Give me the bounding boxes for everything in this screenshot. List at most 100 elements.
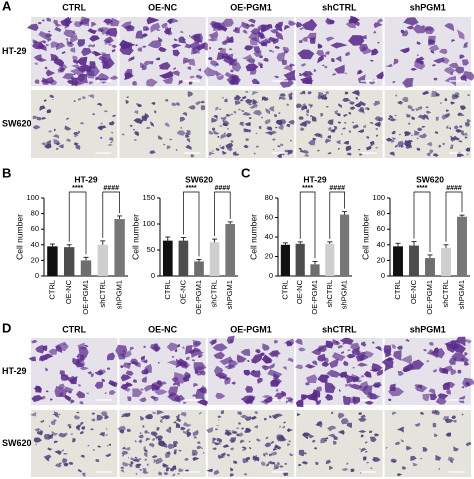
cell-blob bbox=[345, 51, 351, 57]
cell-blob bbox=[220, 410, 225, 414]
cell-blob bbox=[187, 66, 192, 70]
cell-blob bbox=[388, 387, 405, 397]
cell-blob bbox=[348, 111, 352, 115]
x-tick-label: OE-NC bbox=[295, 279, 304, 304]
cell-blob bbox=[127, 396, 132, 402]
y-tick-label: 100 bbox=[372, 193, 385, 202]
cell-blob bbox=[385, 357, 395, 362]
cell-blob bbox=[350, 468, 355, 472]
cell-blob bbox=[423, 348, 427, 352]
cell-blob bbox=[218, 442, 221, 445]
cell-blob bbox=[433, 77, 438, 81]
cell-blob bbox=[125, 370, 134, 376]
cell-blob bbox=[137, 47, 143, 52]
bar bbox=[393, 246, 403, 276]
micrograph bbox=[296, 410, 383, 477]
cell-blob bbox=[411, 107, 415, 112]
cell-blob bbox=[174, 449, 177, 454]
cell-blob bbox=[193, 436, 197, 439]
cell-blob bbox=[242, 54, 253, 61]
cell-blob bbox=[107, 352, 116, 361]
cell-blob bbox=[321, 361, 330, 367]
cell-blob bbox=[457, 112, 461, 116]
cell-blob bbox=[54, 26, 62, 32]
x-tick-label: OE-NC bbox=[409, 279, 418, 304]
cell-blob bbox=[336, 139, 341, 145]
cell-blob bbox=[230, 140, 234, 143]
cell-blob bbox=[279, 425, 281, 428]
cell-blob bbox=[146, 17, 160, 25]
cell-blob bbox=[174, 372, 188, 384]
cell-blob bbox=[411, 116, 416, 120]
cell-blob bbox=[60, 374, 71, 381]
x-tick-label: OE-PGM1 bbox=[425, 280, 434, 315]
cell-blob bbox=[145, 437, 151, 442]
cell-blob bbox=[138, 439, 143, 444]
cell-blob bbox=[394, 114, 397, 117]
cell-blob bbox=[315, 386, 322, 392]
cell-blob bbox=[362, 341, 366, 344]
cell-blob bbox=[182, 57, 191, 65]
cell-blob bbox=[466, 153, 469, 156]
cell-blob bbox=[278, 124, 284, 131]
cell-blob bbox=[30, 339, 38, 344]
micrograph bbox=[384, 409, 472, 477]
cell-blob bbox=[150, 343, 161, 353]
cell-blob bbox=[80, 63, 92, 73]
cell-blob bbox=[193, 362, 207, 371]
cell-blob bbox=[388, 117, 391, 120]
micrograph bbox=[207, 90, 295, 158]
cell-blob bbox=[301, 394, 307, 400]
cell-blob bbox=[218, 419, 220, 421]
cell-blob bbox=[173, 421, 177, 424]
column-header: CTRL bbox=[62, 2, 86, 12]
cell-blob bbox=[58, 383, 65, 389]
cell-blob bbox=[438, 367, 446, 374]
cell-blob bbox=[31, 395, 43, 402]
micrograph bbox=[384, 90, 471, 158]
cell-blob bbox=[434, 409, 440, 416]
cell-blob bbox=[216, 74, 224, 81]
cell-blob bbox=[304, 77, 314, 84]
cell-blob bbox=[403, 17, 419, 26]
x-tick-label: CTRL bbox=[163, 280, 172, 300]
cell-blob bbox=[275, 31, 284, 40]
cell-blob bbox=[77, 468, 82, 473]
cell-blob bbox=[295, 103, 302, 109]
cell-blob bbox=[304, 154, 309, 157]
cell-blob bbox=[105, 453, 112, 458]
cell-blob bbox=[73, 131, 80, 135]
cell-blob bbox=[188, 105, 196, 110]
cell-blob bbox=[106, 367, 111, 370]
cell-blob bbox=[104, 415, 109, 420]
micrograph bbox=[30, 410, 118, 478]
cell-blob bbox=[328, 465, 334, 470]
cell-blob bbox=[326, 369, 341, 378]
cell-blob bbox=[168, 426, 172, 429]
cell-blob bbox=[192, 394, 197, 397]
cell-blob bbox=[312, 439, 316, 443]
cell-blob bbox=[241, 446, 247, 450]
cell-blob bbox=[211, 117, 219, 123]
cell-blob bbox=[36, 430, 43, 436]
cell-blob bbox=[72, 73, 76, 75]
cell-blob bbox=[285, 397, 294, 404]
cell-blob bbox=[250, 370, 261, 378]
chart-title: SW620 bbox=[416, 174, 444, 184]
x-tick-label: OE-NC bbox=[64, 279, 73, 304]
cell-blob bbox=[373, 22, 383, 29]
cell-blob bbox=[248, 32, 261, 44]
cell-blob bbox=[195, 387, 205, 399]
cell-blob bbox=[337, 148, 340, 151]
cell-blob bbox=[109, 75, 119, 80]
cell-blob bbox=[69, 65, 86, 77]
cell-blob bbox=[153, 458, 158, 464]
cell-blob bbox=[119, 350, 132, 359]
cell-blob bbox=[52, 134, 59, 139]
cell-blob bbox=[324, 65, 328, 69]
cell-blob bbox=[360, 414, 366, 419]
cell-blob bbox=[464, 352, 468, 357]
cell-blob bbox=[91, 22, 97, 28]
cell-blob bbox=[279, 93, 286, 97]
